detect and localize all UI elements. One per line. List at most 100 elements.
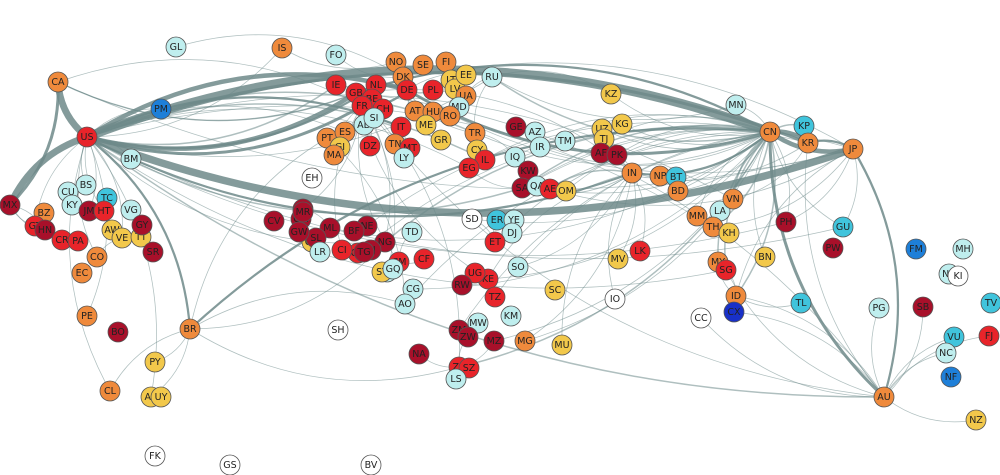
node-fi[interactable]: FI — [435, 51, 457, 73]
node-ht[interactable]: HT — [93, 200, 115, 222]
node-tg[interactable]: TG — [353, 241, 375, 263]
node-vn[interactable]: VN — [722, 188, 744, 210]
node-br[interactable]: BR — [179, 318, 201, 340]
node-pk[interactable]: PK — [606, 144, 628, 166]
node-sg[interactable]: SG — [715, 259, 737, 281]
node-iq[interactable]: IQ — [504, 146, 526, 168]
node-pm[interactable]: PM — [150, 98, 172, 120]
node-pw[interactable]: PW — [822, 237, 844, 259]
node-gw[interactable]: GW — [288, 221, 310, 243]
node-au[interactable]: AU — [873, 386, 895, 408]
node-ir[interactable]: IR — [529, 136, 551, 158]
node-ee[interactable]: EE — [455, 64, 477, 86]
node-lk[interactable]: LK — [629, 240, 651, 262]
node-tm[interactable]: TM — [554, 130, 576, 152]
node-na[interactable]: NA — [408, 343, 430, 365]
node-is[interactable]: IS — [271, 37, 293, 59]
node-sd[interactable]: SD — [461, 208, 483, 230]
node-ly[interactable]: LY — [393, 147, 415, 169]
node-in[interactable]: IN — [621, 162, 643, 184]
node-mm[interactable]: MM — [686, 205, 708, 227]
node-et[interactable]: ET — [484, 231, 506, 253]
node-ug[interactable]: UG — [464, 262, 486, 284]
node-sb[interactable]: SB — [912, 296, 934, 318]
node-nz[interactable]: NZ — [965, 409, 987, 431]
node-cx[interactable]: CX — [723, 301, 745, 323]
node-io[interactable]: IO — [604, 288, 626, 310]
node-fk[interactable]: FK — [144, 445, 166, 467]
node-kg[interactable]: KG — [611, 113, 633, 135]
node-tz[interactable]: TZ — [484, 286, 506, 308]
node-me[interactable]: ME — [415, 114, 437, 136]
node-sr[interactable]: SR — [142, 241, 164, 263]
node-cf[interactable]: CF — [413, 248, 435, 270]
node-cc[interactable]: CC — [690, 307, 712, 329]
node-fo[interactable]: FO — [325, 44, 347, 66]
node-sh[interactable]: SH — [327, 319, 349, 341]
node-gy[interactable]: GY — [131, 214, 153, 236]
node-gl[interactable]: GL — [165, 36, 187, 58]
node-mz[interactable]: MZ — [483, 330, 505, 352]
node-ls[interactable]: LS — [445, 368, 467, 390]
node-rw[interactable]: RW — [451, 274, 473, 296]
node-ie[interactable]: IE — [325, 74, 347, 96]
node-so[interactable]: SO — [507, 256, 529, 278]
node-ge[interactable]: GE — [505, 116, 527, 138]
node-np[interactable]: NP — [649, 165, 671, 187]
node-vg[interactable]: VG — [120, 199, 142, 221]
node-cn[interactable]: CN — [759, 121, 781, 143]
node-bf[interactable]: BF — [343, 220, 365, 242]
node-ki[interactable]: KI — [947, 265, 969, 287]
node-fm[interactable]: FM — [905, 238, 927, 260]
node-nc[interactable]: NC — [935, 342, 957, 364]
node-co[interactable]: CO — [86, 246, 108, 268]
node-ve[interactable]: VE — [111, 227, 133, 249]
node-kw[interactable]: KW — [517, 160, 539, 182]
node-uy[interactable]: UY — [150, 386, 172, 408]
node-id[interactable]: ID — [725, 285, 747, 307]
node-om[interactable]: OM — [555, 180, 577, 202]
node-hn[interactable]: HN — [34, 219, 56, 241]
node-af[interactable]: AF — [590, 142, 612, 164]
node-td[interactable]: TD — [401, 221, 423, 243]
node-ec[interactable]: EC — [71, 262, 93, 284]
node-km[interactable]: KM — [500, 305, 522, 327]
node-dz[interactable]: DZ — [359, 135, 381, 157]
node-mr[interactable]: MR — [292, 201, 314, 223]
node-ph[interactable]: PH — [775, 211, 797, 233]
node-gs[interactable]: GS — [219, 454, 241, 475]
node-jp[interactable]: JP — [842, 138, 864, 160]
node-zw[interactable]: ZW — [457, 326, 479, 348]
node-bo[interactable]: BO — [107, 321, 129, 343]
node-cl[interactable]: CL — [99, 380, 121, 402]
node-pg[interactable]: PG — [868, 297, 890, 319]
node-ci[interactable]: CI — [331, 239, 353, 261]
node-ma[interactable]: MA — [323, 144, 345, 166]
node-lr[interactable]: LR — [309, 241, 331, 263]
node-tl[interactable]: TL — [790, 292, 812, 314]
node-gr[interactable]: GR — [430, 129, 452, 151]
node-kz[interactable]: KZ — [600, 83, 622, 105]
node-nf[interactable]: NF — [940, 366, 962, 388]
node-gq[interactable]: GQ — [382, 258, 404, 280]
node-mx[interactable]: MX — [0, 194, 21, 216]
node-kr[interactable]: KR — [797, 132, 819, 154]
node-kp[interactable]: KP — [793, 115, 815, 137]
node-tv[interactable]: TV — [980, 292, 1000, 314]
node-fj[interactable]: FJ — [978, 325, 1000, 347]
node-sc[interactable]: SC — [544, 279, 566, 301]
node-bd[interactable]: BD — [667, 180, 689, 202]
node-eg[interactable]: EG — [458, 157, 480, 179]
node-ro[interactable]: RO — [439, 105, 461, 127]
node-bm[interactable]: BM — [120, 148, 142, 170]
node-eh[interactable]: EH — [301, 167, 323, 189]
node-mg[interactable]: MG — [514, 330, 536, 352]
node-mh[interactable]: MH — [952, 238, 974, 260]
node-ru[interactable]: RU — [481, 66, 503, 88]
node-mv[interactable]: MV — [607, 248, 629, 270]
node-py[interactable]: PY — [144, 351, 166, 373]
node-mn[interactable]: MN — [725, 94, 747, 116]
node-dj[interactable]: DJ — [501, 222, 523, 244]
node-ao[interactable]: AO — [394, 293, 416, 315]
node-us[interactable]: US — [76, 126, 98, 148]
